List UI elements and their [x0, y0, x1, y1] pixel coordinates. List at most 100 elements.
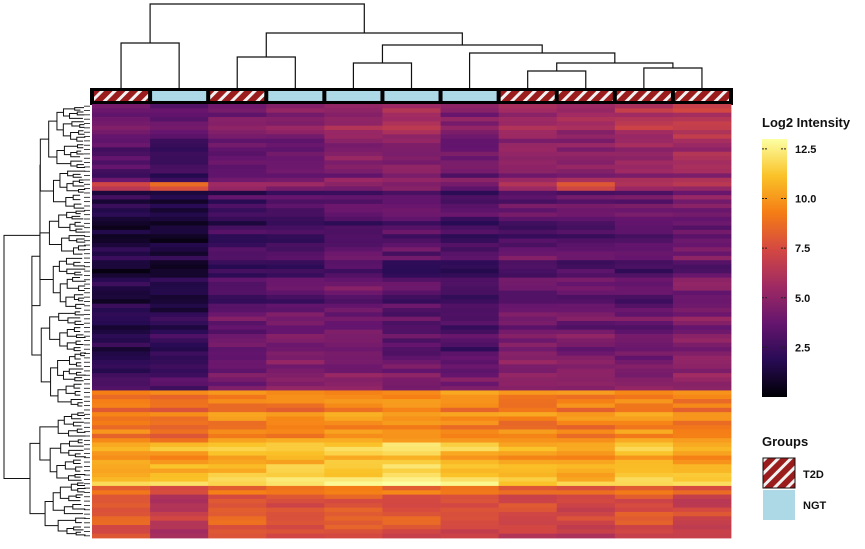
heatmap-cell — [498, 117, 558, 122]
heatmap-cell — [614, 229, 674, 235]
heatmap-cell — [92, 516, 151, 522]
dendrogram-link — [527, 70, 587, 88]
dendrogram-link — [73, 294, 84, 300]
heatmap-cell — [672, 169, 732, 174]
heatmap-cell — [382, 151, 441, 157]
heatmap-cell — [614, 433, 674, 439]
heatmap-cell — [92, 390, 151, 396]
heatmap-cell — [440, 303, 500, 309]
heatmap-cell — [266, 451, 325, 456]
heatmap-cell — [382, 299, 441, 305]
heatmap-cell — [208, 130, 267, 135]
heatmap-cell — [556, 307, 616, 313]
heatmap-cell — [150, 507, 209, 513]
heatmap-cell — [556, 520, 616, 526]
heatmap-cell — [556, 268, 616, 274]
heatmap-cell — [208, 325, 267, 331]
heatmap-cell — [150, 390, 209, 396]
dendrogram-link — [352, 62, 413, 88]
heatmap-cell — [324, 355, 383, 361]
heatmap-cell — [556, 407, 616, 413]
heatmap-cell — [556, 164, 616, 170]
heatmap-cell — [324, 321, 383, 326]
heatmap-cell — [672, 390, 732, 396]
heatmap-cell — [672, 104, 732, 109]
heatmap-cell — [614, 477, 674, 482]
heatmap-cell — [150, 438, 209, 443]
heatmap-cell — [556, 229, 616, 235]
dendrogram-link — [74, 353, 81, 360]
heatmap-cell — [382, 407, 441, 413]
heatmap-cell — [208, 208, 267, 213]
heatmap-cell — [324, 195, 383, 200]
heatmap-cell — [324, 325, 383, 331]
heatmap-cell — [150, 143, 209, 148]
heatmap-cell — [614, 216, 674, 222]
heatmap-cell — [324, 412, 383, 417]
heatmap-cell — [150, 190, 209, 196]
heatmap-cell — [266, 386, 325, 391]
heatmap-cell — [208, 255, 267, 261]
heatmap-cell — [556, 104, 616, 109]
heatmap-cell — [382, 477, 441, 482]
dendrogram-link — [61, 237, 74, 252]
color-scale-tick-label: 12.5 — [795, 144, 816, 156]
heatmap-cell — [92, 255, 151, 261]
heatmap-cell — [266, 533, 325, 539]
heatmap-cell — [440, 195, 500, 200]
heatmap-cell — [208, 468, 267, 474]
heatmap-cell — [150, 494, 209, 500]
heatmap-cell — [440, 316, 500, 322]
heatmap-cell — [672, 342, 732, 348]
dendrogram-link — [381, 44, 543, 63]
dendrogram-link — [76, 111, 85, 116]
heatmap-cell — [266, 177, 325, 183]
dendrogram-link — [73, 383, 82, 389]
heatmap-cell — [614, 338, 674, 344]
dendrogram-link — [58, 312, 76, 321]
heatmap-cell — [150, 299, 209, 305]
heatmap-cell — [614, 169, 674, 174]
heatmap-cell — [498, 442, 558, 448]
heatmap-cell — [498, 468, 558, 474]
heatmap-cell — [324, 403, 383, 409]
heatmap-cell — [498, 203, 558, 209]
heatmap-cell — [440, 433, 500, 439]
heatmap-cell — [208, 386, 267, 391]
heatmap-cell — [324, 234, 383, 239]
heatmap-cell — [150, 429, 209, 435]
heatmap-cell — [498, 446, 558, 452]
heatmap-cell — [150, 533, 209, 539]
dendrogram-link — [44, 500, 59, 527]
heatmap-cell — [266, 268, 325, 274]
heatmap-cell — [92, 281, 151, 287]
dendrogram-link — [58, 260, 67, 272]
heatmap-cell — [150, 138, 209, 144]
heatmap-cell — [556, 134, 616, 140]
heatmap-cell — [440, 208, 500, 213]
heatmap-cell — [440, 173, 500, 179]
heatmap-cell — [440, 364, 500, 370]
dendrogram-link — [68, 440, 84, 447]
heatmap-cell — [672, 190, 732, 196]
heatmap-cell — [614, 481, 674, 487]
heatmap-cell — [324, 143, 383, 148]
heatmap-cell — [440, 104, 500, 109]
heatmap-cell — [556, 507, 616, 513]
heatmap-cell — [556, 529, 616, 535]
heatmap-cell — [92, 156, 151, 161]
heatmap-cell — [614, 498, 674, 504]
heatmap-cell — [614, 303, 674, 309]
heatmap-cell — [324, 490, 383, 495]
dendrogram-link — [56, 149, 71, 165]
heatmap-cell — [556, 177, 616, 183]
heatmap-cell — [498, 472, 558, 478]
dendrogram-link — [75, 494, 83, 498]
heatmap-cell — [92, 373, 151, 378]
heatmap-cell — [672, 186, 732, 192]
heatmap-cell — [92, 403, 151, 409]
heatmap-cell — [440, 377, 500, 383]
heatmap-cell — [498, 268, 558, 274]
heatmap-cell — [556, 481, 616, 487]
